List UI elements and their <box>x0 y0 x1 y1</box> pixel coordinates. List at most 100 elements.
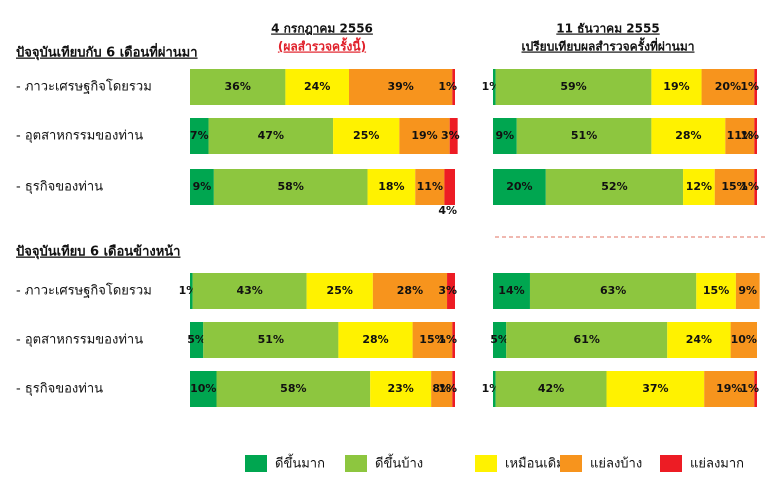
value-label: 24% <box>686 333 712 346</box>
value-label: 11% <box>727 129 753 142</box>
value-label: 14% <box>498 284 524 297</box>
bar-segment <box>725 118 755 154</box>
bar-segment <box>412 322 453 358</box>
bar-segment <box>333 118 400 154</box>
bar-segment <box>754 169 757 205</box>
bar-segment <box>606 371 705 407</box>
section-title: ปัจจุบันเทียบ 6 เดือนข้างหน้า <box>16 244 180 260</box>
bar-segment <box>449 118 458 154</box>
bar-segment <box>696 273 736 309</box>
bar-segment <box>493 371 496 407</box>
bar-segment <box>415 169 445 205</box>
legend-swatch <box>245 455 267 472</box>
value-label: 7% <box>190 129 209 142</box>
bar-segment <box>452 322 455 358</box>
value-label: 42% <box>538 382 564 395</box>
bar-segment <box>190 322 204 358</box>
bar-segment <box>545 169 684 205</box>
category-label: - ธุรกิจของท่าน <box>16 382 103 397</box>
column-title: 4 กรกฎาคม 2556 <box>271 22 373 36</box>
bar-segment <box>516 118 652 154</box>
bar-segment <box>493 118 517 154</box>
value-label: 9% <box>193 180 212 193</box>
bar-segment <box>493 322 507 358</box>
bar-segment <box>493 273 530 309</box>
bar-segment <box>683 169 715 205</box>
bar-segment <box>493 69 496 105</box>
bar-segment <box>651 69 702 105</box>
bar-segment <box>399 118 450 154</box>
legend-swatch <box>560 455 582 472</box>
bar-segment <box>370 371 432 407</box>
category-label: - ภาวะเศรษฐกิจโดยรวม <box>16 79 152 95</box>
value-label: 59% <box>560 80 586 93</box>
bar-segment <box>735 273 760 309</box>
value-label: 47% <box>258 129 284 142</box>
bar-segment <box>714 169 755 205</box>
category-label: - อุตสาหกรรมของท่าน <box>16 333 143 348</box>
value-label: 1% <box>740 180 759 193</box>
bar-segment <box>704 371 755 407</box>
value-label: 1% <box>740 129 759 142</box>
column-subtitle: (ผลสำรวจครั้งนี้) <box>278 37 366 54</box>
bar-segment <box>338 322 413 358</box>
value-label: 39% <box>388 80 414 93</box>
section-title: ปัจจุบันเทียบกับ 6 เดือนที่ผ่านมา <box>16 43 198 61</box>
value-label: 10% <box>731 333 757 346</box>
value-label: 58% <box>280 382 306 395</box>
value-label: 19% <box>716 382 742 395</box>
value-label: 1% <box>438 80 457 93</box>
bar-segment <box>190 273 193 309</box>
value-label: 51% <box>258 333 284 346</box>
value-label: 11% <box>417 180 443 193</box>
category-label: - ภาวะเศรษฐกิจโดยรวม <box>16 283 152 299</box>
legend-label: แย่ลงบ้าง <box>590 457 642 472</box>
bar-segment <box>506 322 668 358</box>
legend-swatch <box>475 455 497 472</box>
bar-segment <box>190 118 209 154</box>
bar-segment <box>754 118 757 154</box>
value-label: 15% <box>721 180 747 193</box>
bar-segment <box>754 371 757 407</box>
value-label: 36% <box>225 80 251 93</box>
bar-segment <box>190 371 217 407</box>
value-label: 28% <box>362 333 388 346</box>
bar-segment <box>444 169 455 205</box>
bar-segment <box>452 371 455 407</box>
bar-segment <box>190 69 286 105</box>
bar-segment <box>203 322 339 358</box>
value-label: 1% <box>740 382 759 395</box>
legend-label: เหมือนเดิม <box>505 456 565 472</box>
bar-segment <box>285 69 349 105</box>
value-label: 25% <box>353 129 379 142</box>
legend-swatch <box>345 455 367 472</box>
bar-segment <box>208 118 334 154</box>
value-label: 4% <box>438 204 457 217</box>
value-label: 5% <box>187 333 206 346</box>
value-label: 24% <box>304 80 330 93</box>
bar-segment <box>190 169 214 205</box>
value-label: 25% <box>327 284 353 297</box>
bar-segment <box>447 273 455 309</box>
value-label: 51% <box>571 129 597 142</box>
bar-segment <box>651 118 726 154</box>
value-label: 58% <box>278 180 304 193</box>
value-label: 5% <box>490 333 509 346</box>
value-label: 20% <box>715 80 741 93</box>
bar-segment <box>452 69 455 105</box>
value-label: 19% <box>663 80 689 93</box>
bar-segment <box>372 273 448 309</box>
legend-label: ดีขึ้นบ้าง <box>375 454 423 472</box>
bar-segment <box>349 69 453 105</box>
bar-segment <box>367 169 416 205</box>
bar-segment <box>493 169 546 205</box>
bar-segment <box>213 169 368 205</box>
bar-segment <box>754 69 757 105</box>
value-label: 23% <box>388 382 414 395</box>
value-label: 1% <box>740 80 759 93</box>
legend-swatch <box>660 455 682 472</box>
value-label: 43% <box>236 284 262 297</box>
bar-segment <box>529 273 697 309</box>
value-label: 9% <box>738 284 757 297</box>
